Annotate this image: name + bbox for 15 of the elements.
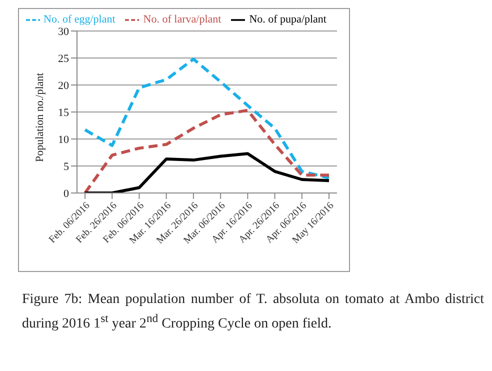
line-series bbox=[84, 108, 330, 193]
legend-label: No. of larva/plant bbox=[143, 14, 222, 26]
y-axis-title: Population no./plant bbox=[34, 72, 46, 162]
y-tick-label: 5 bbox=[64, 160, 70, 173]
caption: Figure 7b: Mean population number of T. absoluta on tomato at Ambo district during 2016 1$^{st}$ year 2$^{nd}$ Cropping Cycle on open field. bbox=[22, 291, 484, 334]
legend-label: No. of egg/plant bbox=[44, 14, 116, 26]
y-tick-label: 0 bbox=[64, 188, 70, 200]
y-tick-label: 25 bbox=[58, 52, 70, 65]
legend-label: No. of pupa/plant bbox=[249, 14, 326, 26]
line-series bbox=[84, 152, 330, 193]
y-tick-label: 15 bbox=[58, 106, 70, 119]
y-tick-label: 20 bbox=[58, 80, 70, 92]
line-series bbox=[84, 58, 330, 180]
y-tick-label: 30 bbox=[58, 26, 70, 38]
y-tick-label: 10 bbox=[58, 134, 70, 146]
